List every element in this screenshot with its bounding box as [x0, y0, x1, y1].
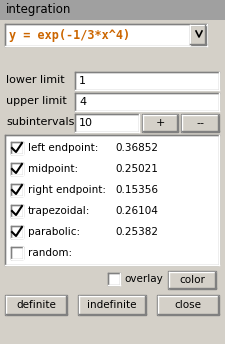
- Bar: [181, 114, 219, 132]
- Bar: [78, 295, 146, 315]
- Text: definite: definite: [16, 300, 56, 310]
- Text: upper limit: upper limit: [6, 96, 67, 106]
- Bar: [190, 25, 206, 45]
- Bar: [108, 273, 120, 285]
- Text: trapezoidal:: trapezoidal:: [28, 206, 90, 216]
- Bar: [75, 93, 219, 111]
- Bar: [142, 114, 178, 132]
- Bar: [75, 72, 219, 90]
- Text: 0.26104: 0.26104: [115, 206, 158, 216]
- Text: 1: 1: [79, 76, 86, 86]
- Text: lower limit: lower limit: [6, 75, 65, 85]
- Text: right endpoint:: right endpoint:: [28, 185, 106, 195]
- Text: y = exp(-1/3*x^4): y = exp(-1/3*x^4): [9, 29, 130, 42]
- Bar: [0, 0, 225, 20]
- Text: left endpoint:: left endpoint:: [28, 143, 98, 153]
- Text: 4: 4: [79, 97, 86, 107]
- Text: 0.15356: 0.15356: [115, 185, 158, 195]
- Text: --: --: [196, 118, 204, 128]
- Text: 0.36852: 0.36852: [115, 143, 158, 153]
- Text: 10: 10: [79, 118, 93, 128]
- Bar: [5, 135, 219, 265]
- Text: integration: integration: [6, 3, 71, 17]
- Bar: [11, 142, 23, 154]
- Text: close: close: [175, 300, 202, 310]
- Text: parabolic:: parabolic:: [28, 227, 80, 237]
- Bar: [157, 295, 219, 315]
- Bar: [11, 226, 23, 238]
- Text: indefinite: indefinite: [87, 300, 137, 310]
- Bar: [5, 295, 67, 315]
- Bar: [5, 24, 207, 46]
- Bar: [75, 114, 139, 132]
- Text: 0.25021: 0.25021: [115, 164, 158, 174]
- Bar: [11, 163, 23, 175]
- Bar: [11, 205, 23, 217]
- Text: random:: random:: [28, 248, 72, 258]
- Bar: [11, 247, 23, 259]
- Text: color: color: [179, 275, 205, 285]
- Text: midpoint:: midpoint:: [28, 164, 78, 174]
- Text: subintervals: subintervals: [6, 117, 74, 127]
- Text: 0.25382: 0.25382: [115, 227, 158, 237]
- Bar: [11, 184, 23, 196]
- Text: +: +: [155, 118, 165, 128]
- Bar: [168, 271, 216, 289]
- Text: overlay: overlay: [124, 274, 163, 284]
